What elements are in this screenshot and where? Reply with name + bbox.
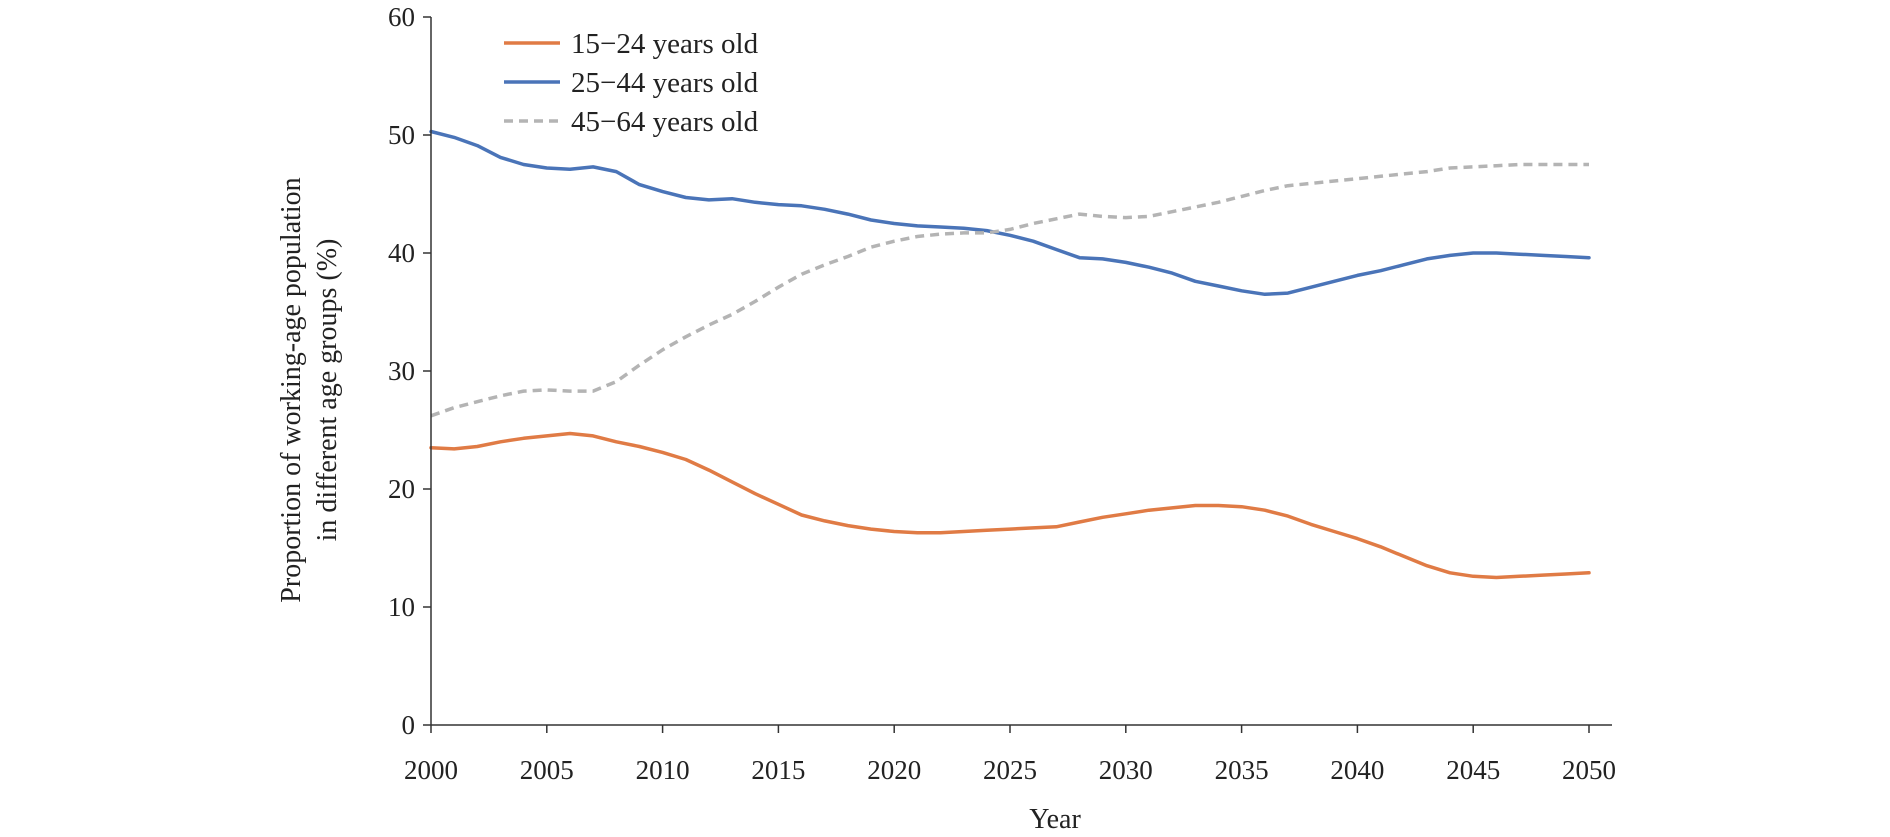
legend-label: 45−64 years old: [571, 106, 759, 138]
x-tick-label: 2045: [1446, 755, 1500, 785]
x-tick-label: 2010: [636, 755, 690, 785]
x-tick-label: 2035: [1215, 755, 1269, 785]
series-line: [429, 431, 1591, 580]
x-tick-label: 2020: [867, 755, 921, 785]
x-tick-label: 2015: [751, 755, 805, 785]
x-axis-title: Year: [1029, 804, 1081, 835]
y-tick-label: 40: [388, 238, 415, 268]
series-line: [430, 162, 1589, 418]
y-tick-label: 0: [402, 710, 416, 740]
series-line: [429, 129, 1591, 297]
x-tick-label: 2030: [1099, 755, 1153, 785]
x-tick-label: 2025: [983, 755, 1037, 785]
legend-label: 15−24 years old: [571, 28, 759, 60]
legend-label: 25−44 years old: [571, 67, 759, 99]
y-tick-label: 20: [388, 474, 415, 504]
y-axis-title-line: in different age groups (%): [312, 239, 343, 542]
y-tick-label: 30: [388, 356, 415, 386]
x-tick-label: 2005: [520, 755, 574, 785]
legend: 15−24 years old 25−44 years old 45−64 year…: [504, 28, 759, 138]
y-tick-label: 50: [388, 120, 415, 150]
x-tick-label: 2050: [1562, 755, 1616, 785]
y-axis-title-line: Proportion of working-age population: [276, 177, 307, 602]
y-tick-label: 10: [388, 592, 415, 622]
y-axis-title: Proportion of working-age population in d…: [276, 177, 343, 602]
y-tick-label: 60: [388, 2, 415, 32]
x-tick-label: 2040: [1330, 755, 1384, 785]
x-tick-label: 2000: [404, 755, 458, 785]
series-layer: [429, 129, 1591, 580]
